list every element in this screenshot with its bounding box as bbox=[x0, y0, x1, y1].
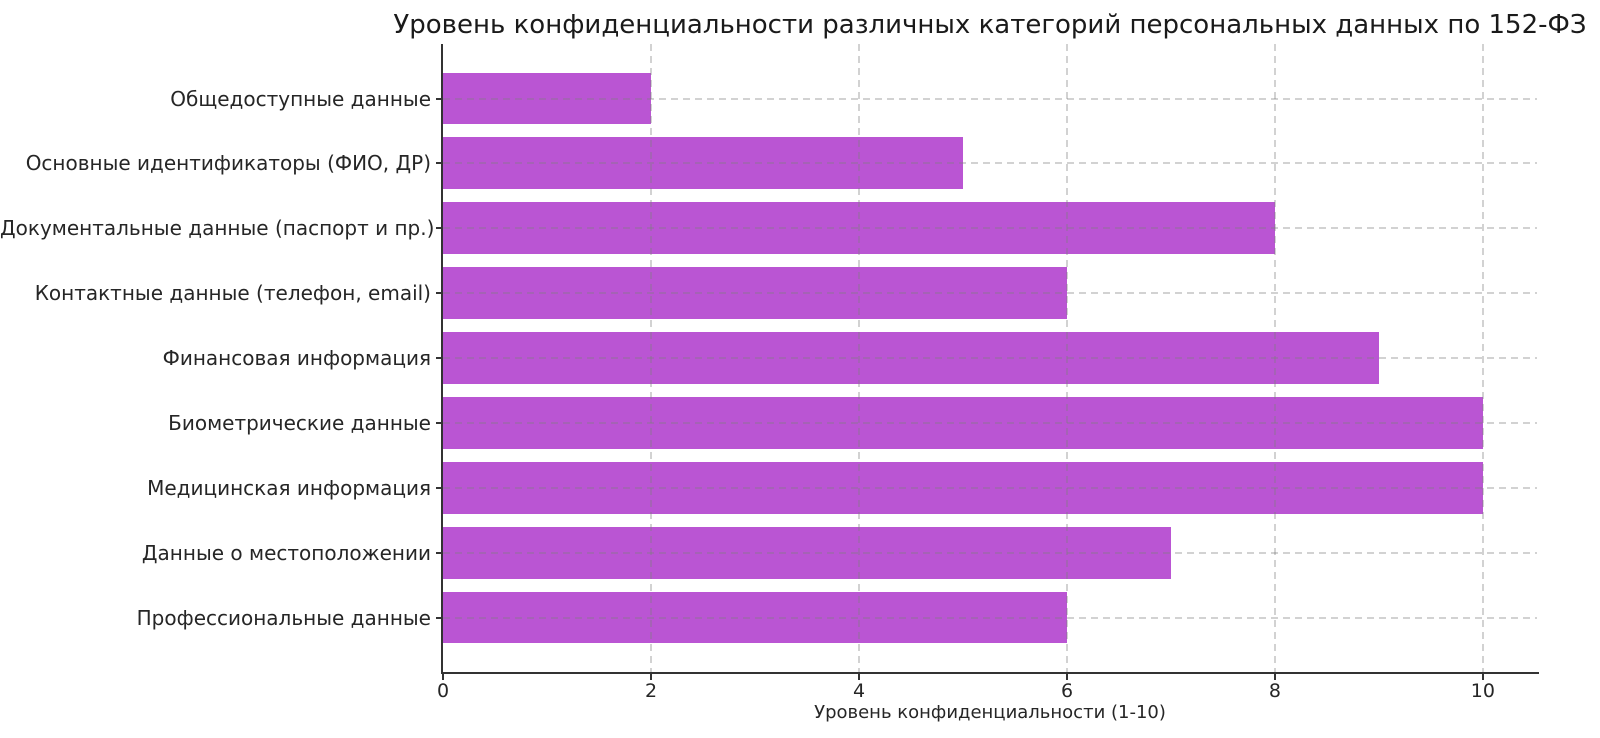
x-tick-label-2: 2 bbox=[644, 680, 658, 702]
y-tick-label-3: Контактные данные (телефон, email) bbox=[34, 281, 431, 306]
bar-3 bbox=[443, 267, 1067, 320]
gridline-vertical bbox=[1273, 44, 1276, 672]
gridline-horizontal bbox=[443, 162, 1537, 165]
gridline-horizontal bbox=[443, 227, 1537, 230]
x-tick-mark bbox=[442, 674, 444, 680]
x-tick-label-4: 4 bbox=[852, 680, 866, 702]
bar-1 bbox=[443, 137, 963, 190]
bar-5 bbox=[443, 396, 1483, 449]
y-tick-mark bbox=[436, 616, 442, 619]
x-tick-mark bbox=[1481, 674, 1484, 680]
y-tick-mark bbox=[436, 486, 442, 489]
chart-title: Уровень конфиденциальности различных кат… bbox=[393, 10, 1587, 40]
y-tick-label-8: Профессиональные данные bbox=[136, 605, 431, 630]
bar-6 bbox=[443, 461, 1483, 514]
gridline-horizontal bbox=[443, 616, 1537, 619]
bar-8 bbox=[443, 591, 1067, 644]
y-tick-mark bbox=[436, 162, 442, 165]
gridline-horizontal bbox=[443, 551, 1537, 554]
x-tick-mark bbox=[858, 674, 860, 680]
y-tick-mark bbox=[436, 292, 442, 295]
gridline-vertical bbox=[1481, 44, 1484, 672]
y-tick-mark bbox=[436, 421, 442, 424]
x-tick-label-0: 0 bbox=[436, 680, 450, 702]
plot-area bbox=[441, 44, 1539, 674]
y-tick-label-7: Данные о местоположении bbox=[141, 540, 431, 565]
gridline-horizontal bbox=[443, 292, 1537, 295]
x-tick-mark bbox=[1066, 674, 1068, 680]
gridline-vertical bbox=[858, 44, 860, 672]
y-tick-label-5: Биометрические данные bbox=[168, 410, 431, 435]
bar-7 bbox=[443, 526, 1171, 579]
gridline-horizontal bbox=[443, 421, 1537, 424]
x-tick-mark bbox=[650, 674, 652, 680]
y-tick-mark bbox=[436, 227, 442, 230]
gridline-horizontal bbox=[443, 97, 1537, 100]
gridline-horizontal bbox=[443, 357, 1537, 359]
y-tick-label-0: Общедоступные данные bbox=[170, 86, 431, 111]
gridline-vertical bbox=[650, 44, 652, 672]
x-tick-label-8: 8 bbox=[1268, 680, 1281, 702]
gridline-horizontal bbox=[443, 486, 1537, 489]
bar-4 bbox=[443, 332, 1379, 384]
y-tick-label-1: Основные идентификаторы (ФИО, ДР) bbox=[25, 151, 431, 176]
x-tick-label-10: 10 bbox=[1470, 680, 1495, 702]
x-tick-mark bbox=[1273, 674, 1276, 680]
gridline-vertical bbox=[1066, 44, 1068, 672]
y-tick-mark bbox=[436, 551, 442, 554]
y-tick-mark bbox=[436, 97, 442, 100]
x-tick-label-6: 6 bbox=[1060, 680, 1074, 702]
bar-0 bbox=[443, 72, 651, 125]
y-tick-label-2: Документальные данные (паспорт и пр.) bbox=[0, 216, 435, 241]
x-axis-label: Уровень конфиденциальности (1-10) bbox=[814, 702, 1166, 723]
y-tick-label-4: Финансовая информация bbox=[162, 346, 431, 370]
y-tick-label-6: Медицинская информация bbox=[147, 475, 431, 500]
bar-2 bbox=[443, 202, 1275, 255]
y-tick-mark bbox=[436, 357, 442, 359]
